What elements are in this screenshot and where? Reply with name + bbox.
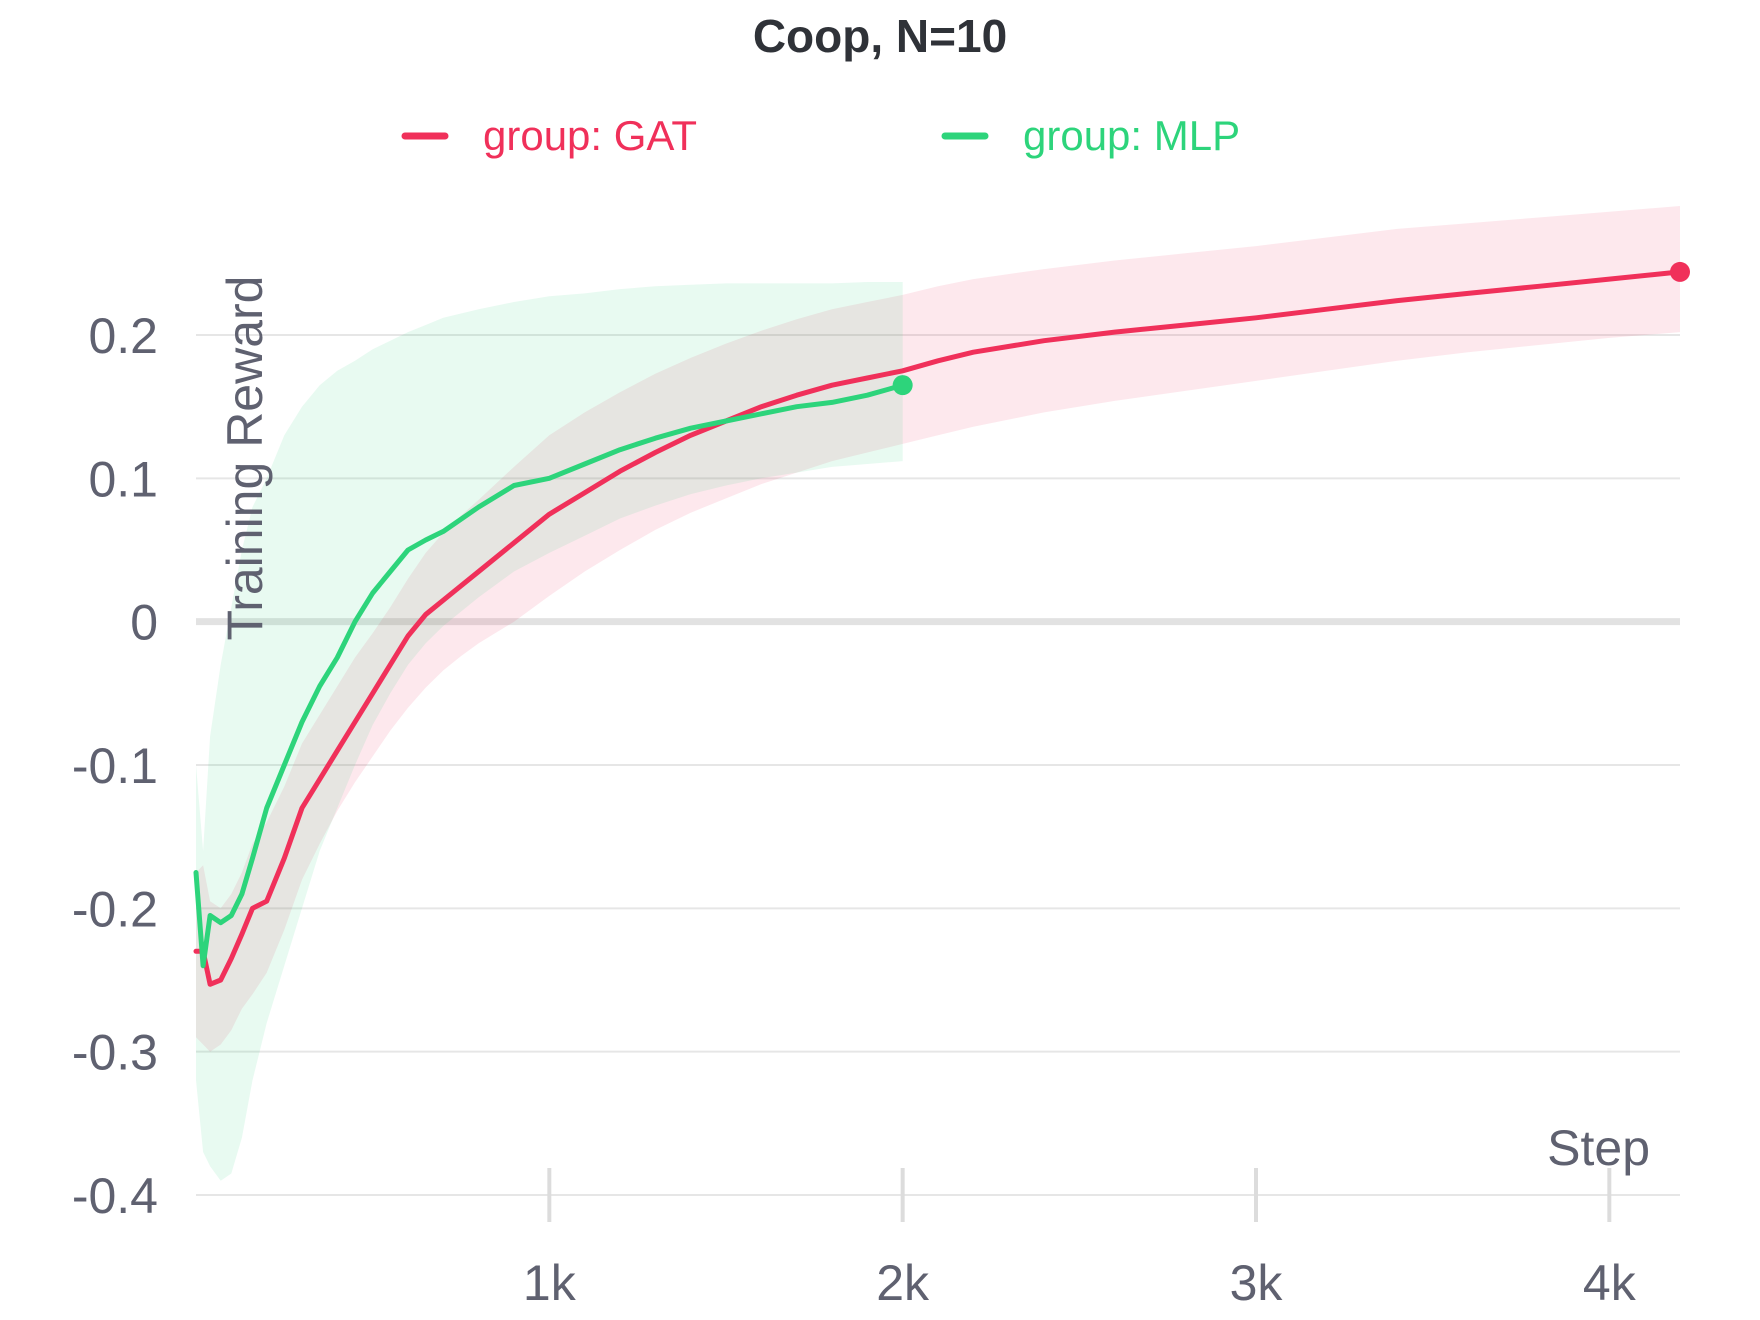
x-tick-label: 1k xyxy=(523,1255,577,1311)
confidence-bands xyxy=(196,206,1680,1181)
y-tick-label: 0.2 xyxy=(88,308,158,364)
y-tick-label: 0 xyxy=(130,595,158,651)
x-axis-label: Step xyxy=(1547,1120,1650,1176)
x-tick-label: 4k xyxy=(1583,1255,1637,1311)
series-lines xyxy=(193,261,1690,987)
y-tick-label: -0.4 xyxy=(72,1168,158,1224)
confidence-band-gat xyxy=(196,206,1680,1052)
series-end-marker-gat xyxy=(1670,261,1690,282)
y-axis-ticks: 0.2 0.1 0 -0.1 -0.2 -0.3 -0.4 xyxy=(72,308,158,1224)
legend-label-mlp: group: MLP xyxy=(1023,112,1240,159)
series-line-mlp xyxy=(193,382,906,969)
y-tick-label: 0.1 xyxy=(88,451,158,507)
grid xyxy=(196,334,1680,1196)
legend: group: GAT group: MLP xyxy=(401,112,1240,159)
legend-label-gat: group: GAT xyxy=(483,112,697,159)
series-line-gat xyxy=(193,269,1683,987)
y-tick-label: -0.2 xyxy=(72,881,158,937)
series-end-marker-mlp xyxy=(892,375,913,396)
x-tick-label: 3k xyxy=(1230,1255,1284,1311)
y-tick-label: -0.3 xyxy=(72,1025,158,1081)
y-axis-label: Training Reward xyxy=(217,276,273,641)
confidence-band-mlp xyxy=(196,282,903,1181)
x-axis-ticks: 1k 2k 3k 4k xyxy=(523,1168,1637,1311)
x-tick-label: 2k xyxy=(876,1255,930,1311)
y-tick-label: -0.1 xyxy=(72,738,158,794)
chart-title: Coop, N=10 xyxy=(753,10,1007,62)
